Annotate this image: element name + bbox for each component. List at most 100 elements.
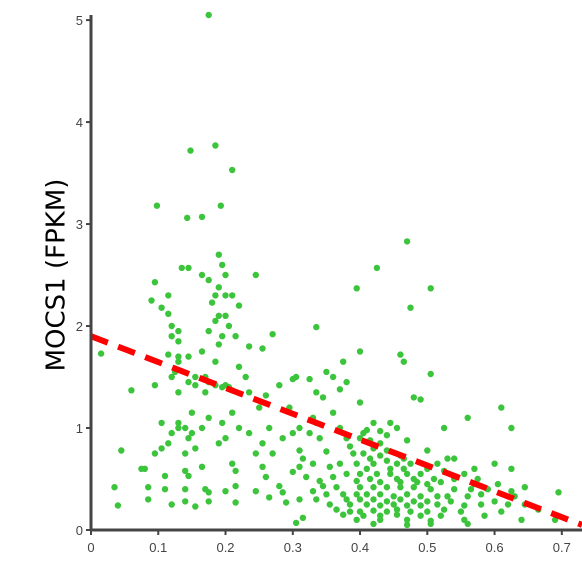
data-point	[215, 341, 222, 348]
data-point	[477, 501, 485, 508]
data-point	[360, 512, 367, 519]
data-point	[336, 386, 344, 393]
data-point	[343, 470, 350, 478]
data-point	[168, 333, 175, 340]
data-point	[410, 394, 417, 401]
data-point	[262, 473, 270, 481]
data-point	[175, 358, 182, 365]
data-point	[410, 498, 417, 505]
data-point	[219, 333, 226, 340]
data-point	[215, 251, 222, 258]
data-point	[350, 450, 357, 457]
data-point	[427, 285, 434, 292]
data-point	[333, 484, 340, 491]
data-point	[185, 378, 192, 386]
data-point	[390, 493, 397, 500]
data-point	[464, 493, 471, 500]
data-point	[323, 448, 330, 455]
data-point	[333, 506, 340, 513]
y-tick-label: 5	[76, 13, 83, 28]
data-point	[229, 460, 236, 467]
data-point	[397, 496, 404, 503]
data-point	[316, 477, 323, 485]
data-point	[175, 389, 182, 396]
data-point	[145, 484, 152, 491]
data-point	[370, 507, 377, 514]
data-point	[256, 404, 263, 411]
y-tick-label: 1	[76, 421, 83, 436]
data-point	[407, 508, 414, 515]
data-point	[184, 214, 191, 222]
data-point	[205, 414, 212, 421]
data-point	[377, 452, 384, 459]
data-point	[508, 488, 515, 495]
data-point	[417, 493, 424, 500]
data-point	[235, 424, 243, 432]
data-point	[343, 378, 350, 386]
data-point	[403, 470, 411, 478]
data-point	[198, 271, 206, 279]
data-point	[427, 370, 434, 378]
data-point	[397, 478, 404, 486]
data-point	[111, 484, 118, 491]
data-point	[366, 475, 374, 483]
data-point	[153, 202, 161, 209]
data-point	[403, 437, 411, 444]
data-point	[471, 465, 478, 472]
data-point	[242, 373, 249, 381]
points-layer	[97, 11, 562, 529]
data-point	[521, 484, 528, 491]
data-point	[259, 440, 266, 447]
data-point	[377, 516, 384, 523]
data-point	[370, 419, 377, 427]
data-point	[397, 484, 404, 491]
x-tick-label: 0.7	[553, 540, 571, 555]
data-point	[403, 491, 411, 498]
data-point	[245, 343, 253, 350]
data-point	[481, 512, 488, 519]
data-point	[360, 429, 367, 437]
data-point	[393, 460, 401, 467]
data-point	[464, 520, 471, 528]
data-point	[192, 445, 199, 452]
data-point	[232, 467, 239, 475]
data-point	[222, 271, 229, 279]
data-point	[340, 511, 347, 518]
data-point	[158, 304, 165, 311]
data-point	[205, 11, 212, 19]
data-point	[114, 502, 122, 509]
data-point	[444, 455, 451, 462]
data-point	[229, 292, 236, 299]
data-point	[504, 501, 512, 508]
data-point	[313, 389, 320, 396]
data-point	[356, 484, 364, 491]
data-point	[494, 480, 502, 488]
x-tick-label: 0	[87, 540, 94, 555]
data-point	[407, 460, 414, 467]
data-point	[198, 463, 206, 470]
data-point	[313, 323, 320, 331]
data-point	[148, 297, 155, 304]
data-point	[296, 447, 303, 454]
data-point	[437, 478, 444, 486]
data-point	[182, 498, 189, 505]
data-point	[424, 447, 431, 454]
data-point	[235, 302, 243, 309]
data-point	[299, 514, 307, 521]
data-point	[245, 429, 253, 437]
data-point	[215, 312, 222, 319]
data-point	[215, 284, 222, 291]
data-point	[323, 368, 330, 376]
data-point	[145, 496, 152, 503]
data-point	[329, 409, 337, 416]
data-point	[217, 202, 224, 209]
x-axis-ticks: 0 0.1 0.2 0.3 0.4 0.5 0.6 0.7	[87, 530, 571, 555]
data-point	[434, 501, 441, 508]
y-tick-label: 3	[76, 217, 83, 232]
data-point	[188, 429, 196, 437]
data-point	[377, 502, 384, 509]
data-point	[555, 489, 562, 496]
data-point	[383, 432, 391, 439]
x-tick-label: 0.6	[486, 540, 504, 555]
